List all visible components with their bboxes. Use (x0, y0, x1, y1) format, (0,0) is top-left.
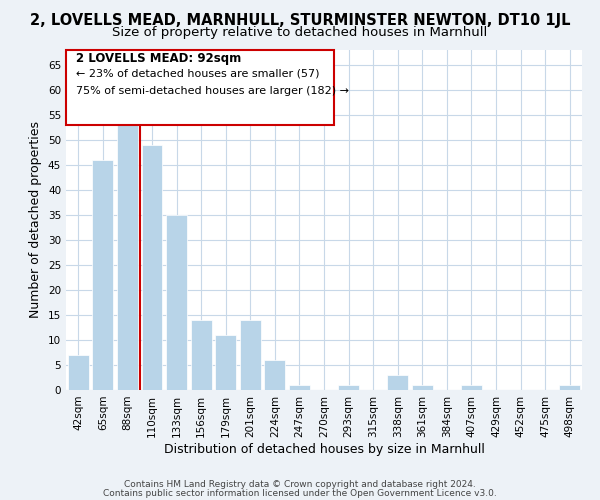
Bar (387, 375, 408, 390)
Bar (191, 320, 212, 390)
FancyBboxPatch shape (66, 50, 334, 125)
Text: 2, LOVELLS MEAD, MARNHULL, STURMINSTER NEWTON, DT10 1JL: 2, LOVELLS MEAD, MARNHULL, STURMINSTER N… (30, 12, 570, 28)
Bar (240, 320, 261, 390)
Bar (166, 215, 187, 390)
Bar (142, 145, 163, 390)
Bar (461, 385, 482, 390)
Bar (289, 385, 310, 390)
Y-axis label: Number of detached properties: Number of detached properties (29, 122, 43, 318)
Text: Size of property relative to detached houses in Marnhull: Size of property relative to detached ho… (112, 26, 488, 39)
Text: ← 23% of detached houses are smaller (57): ← 23% of detached houses are smaller (57… (76, 68, 320, 78)
X-axis label: Distribution of detached houses by size in Marnhull: Distribution of detached houses by size … (164, 442, 484, 456)
Bar (338, 385, 359, 390)
Text: 75% of semi-detached houses are larger (182) →: 75% of semi-detached houses are larger (… (76, 86, 349, 96)
Bar (117, 120, 138, 390)
Text: Contains HM Land Registry data © Crown copyright and database right 2024.: Contains HM Land Registry data © Crown c… (124, 480, 476, 489)
Bar (265, 360, 286, 390)
Bar (559, 385, 580, 390)
Bar (215, 335, 236, 390)
Bar (68, 355, 89, 390)
Text: 2 LOVELLS MEAD: 92sqm: 2 LOVELLS MEAD: 92sqm (76, 52, 242, 64)
Bar (412, 385, 433, 390)
Text: Contains public sector information licensed under the Open Government Licence v3: Contains public sector information licen… (103, 488, 497, 498)
Bar (92, 160, 113, 390)
